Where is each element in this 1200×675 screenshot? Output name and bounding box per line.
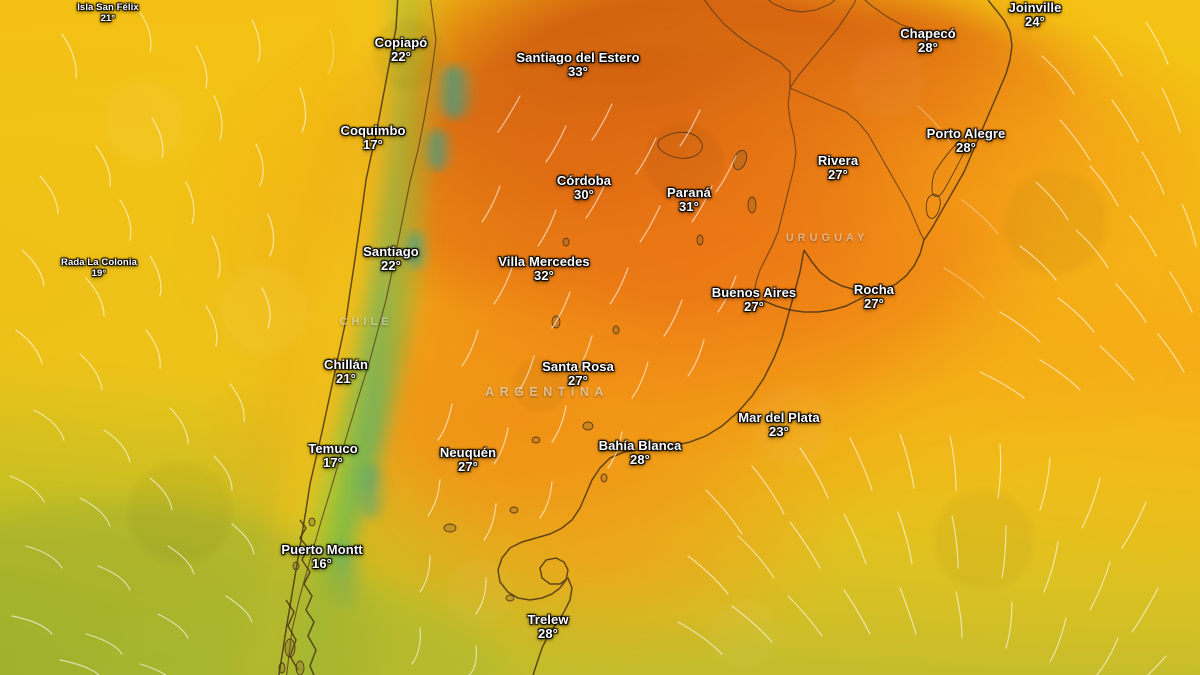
city-label-neuqu-n[interactable]: Neuquén 27° [439, 444, 497, 474]
city-temperature: 33° [568, 64, 588, 79]
city-name: Temuco [308, 440, 358, 456]
coastline-rio-de-la-plata [803, 239, 925, 293]
city-temperature: 24° [1025, 14, 1045, 29]
city-label-chapec[interactable]: Chapecó 28° [900, 25, 956, 55]
city-name: Isla San Félix [77, 2, 139, 14]
city-name: Copiapó [374, 34, 428, 50]
city-label-temuco[interactable]: Temuco 17° [308, 440, 358, 470]
coastline-pacific [278, 0, 399, 675]
city-name: Paraná [667, 184, 711, 200]
city-label-puerto-montt[interactable]: Puerto Montt 16° [281, 541, 363, 571]
lagoa-dos-patos [931, 136, 969, 197]
city-name: Buenos Aires [711, 284, 797, 300]
city-name: Rivera [817, 152, 859, 168]
city-temperature: 28° [630, 452, 650, 467]
city-temperature: 28° [538, 626, 558, 641]
city-label-mar-del-plata[interactable]: Mar del Plata 23° [738, 409, 820, 439]
city-temperature: 32° [534, 268, 554, 283]
border-argentina-brazil [789, 0, 857, 89]
city-name: Rocha [853, 281, 895, 297]
city-name: Porto Alegre [926, 125, 1006, 141]
city-name: Bahía Blanca [598, 437, 682, 453]
city-temperature: 28° [956, 140, 976, 155]
city-temperature: 21° [100, 13, 116, 24]
city-name: Santiago del Estero [516, 49, 640, 65]
city-label-isla-san-f-lix[interactable]: Isla San Félix 21° [77, 2, 139, 25]
border-north-1 [703, 0, 791, 88]
city-name: Joinville [1008, 0, 1062, 15]
city-label-villa-mercedes[interactable]: Villa Mercedes 32° [498, 253, 590, 283]
city-label-porto-alegre[interactable]: Porto Alegre 28° [926, 125, 1006, 155]
border-argentina-uruguay [753, 87, 797, 305]
border-chile-argentina [285, 0, 437, 675]
city-temperature: 21° [336, 371, 356, 386]
city-temperature: 31° [679, 199, 699, 214]
city-temperature: 17° [363, 137, 383, 152]
city-label-santiago-del-estero[interactable]: Santiago del Estero 33° [516, 49, 640, 79]
city-name: Villa Mercedes [498, 253, 590, 269]
city-name: Chapecó [900, 25, 956, 41]
city-name: Rada La Colonia [61, 257, 137, 269]
city-label-paran[interactable]: Paraná 31° [667, 184, 711, 214]
border-uruguay-brazil [789, 87, 925, 241]
city-label-bah-a-blanca[interactable]: Bahía Blanca 28° [598, 437, 682, 467]
city-name: Neuquén [439, 444, 497, 460]
city-temperature: 27° [568, 373, 588, 388]
city-label-trelew[interactable]: Trelew 28° [527, 611, 569, 641]
city-label-rada-la-colonia[interactable]: Rada La Colonia 19° [61, 257, 137, 280]
city-name: Chillán [323, 356, 369, 372]
city-temperature: 19° [91, 268, 107, 279]
coastline-atlantic [497, 249, 805, 675]
city-label-coquimbo[interactable]: Coquimbo 17° [340, 122, 406, 152]
city-temperature: 22° [391, 49, 411, 64]
border-brazil-inner [767, 0, 836, 13]
city-temperature: 27° [864, 296, 884, 311]
city-name: Mar del Plata [738, 409, 820, 425]
city-label-rivera[interactable]: Rivera 27° [817, 152, 859, 182]
coastline-brazil-south [923, 0, 1013, 241]
city-label-santa-rosa[interactable]: Santa Rosa 27° [542, 358, 614, 388]
wind-particle-field [9, 11, 1197, 675]
city-label-c-rdoba[interactable]: Córdoba 30° [556, 172, 612, 202]
city-name: Santiago [363, 243, 419, 259]
city-temperature: 27° [744, 299, 764, 314]
city-temperature: 28° [918, 40, 938, 55]
city-label-buenos-aires[interactable]: Buenos Aires 27° [711, 284, 797, 314]
city-temperature: 16° [312, 556, 332, 571]
city-temperature: 30° [574, 187, 594, 202]
city-name: Trelew [527, 611, 569, 627]
city-label-santiago[interactable]: Santiago 22° [363, 243, 419, 273]
city-label-rocha[interactable]: Rocha 27° [853, 281, 895, 311]
city-temperature: 17° [323, 455, 343, 470]
city-temperature: 27° [458, 459, 478, 474]
city-temperature: 27° [828, 167, 848, 182]
city-label-copiap[interactable]: Copiapó 22° [374, 34, 428, 64]
city-label-joinville[interactable]: Joinville 24° [1008, 0, 1062, 29]
city-name: Coquimbo [340, 122, 406, 138]
city-label-chill-n[interactable]: Chillán 21° [323, 356, 369, 386]
city-name: Puerto Montt [281, 541, 363, 557]
border-north-2 [864, 0, 949, 37]
city-temperature: 22° [381, 258, 401, 273]
city-temperature: 23° [769, 424, 789, 439]
city-name: Santa Rosa [542, 358, 614, 374]
city-name: Córdoba [556, 172, 612, 188]
